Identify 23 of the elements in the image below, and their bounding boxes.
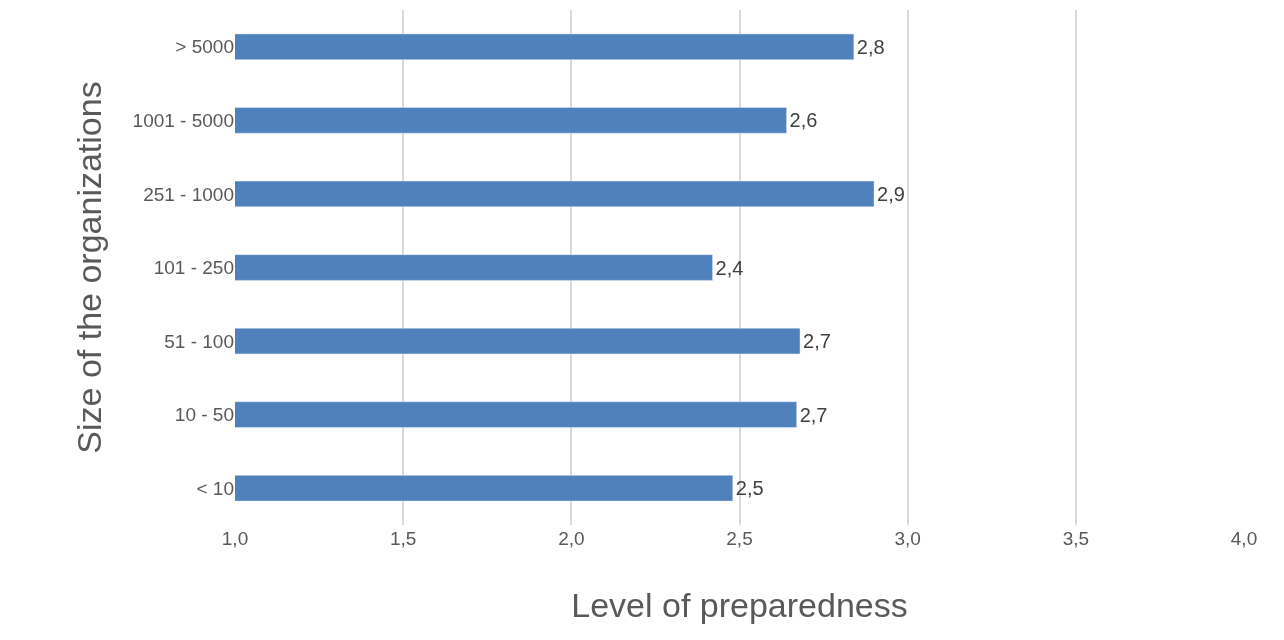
y-tick-label: 251 - 1000 [143,183,234,205]
x-tick-label: 1,0 [221,528,249,549]
y-tick-label: 10 - 50 [174,404,234,426]
data-label: 2,4 [715,256,744,279]
data-label: 2,7 [803,330,831,353]
x-tick-label: 2,0 [558,528,585,549]
x-axis-title: Level of preparedness [571,586,908,625]
data-label: 2,9 [877,182,905,205]
data-label: 2,6 [789,109,818,132]
y-tick-label: > 5000 [175,36,234,58]
x-tick-label: 1,5 [389,528,417,549]
data-label: 2,5 [735,477,764,500]
x-tick-label: 3,5 [1062,528,1090,549]
y-tick-label: 1001 - 5000 [132,110,234,132]
y-axis-title: Size of the organizations [70,81,109,454]
x-tick-label: 4,0 [1230,528,1258,549]
y-tick-label: 51 - 100 [164,330,234,352]
data-label: 2,7 [799,403,828,426]
y-tick-label: < 10 [196,477,234,499]
data-label: 2,8 [856,35,885,58]
y-tick-label: 101 - 250 [153,257,234,279]
x-tick-label: 2,5 [726,528,753,549]
x-tick-label: 3,0 [894,528,921,549]
